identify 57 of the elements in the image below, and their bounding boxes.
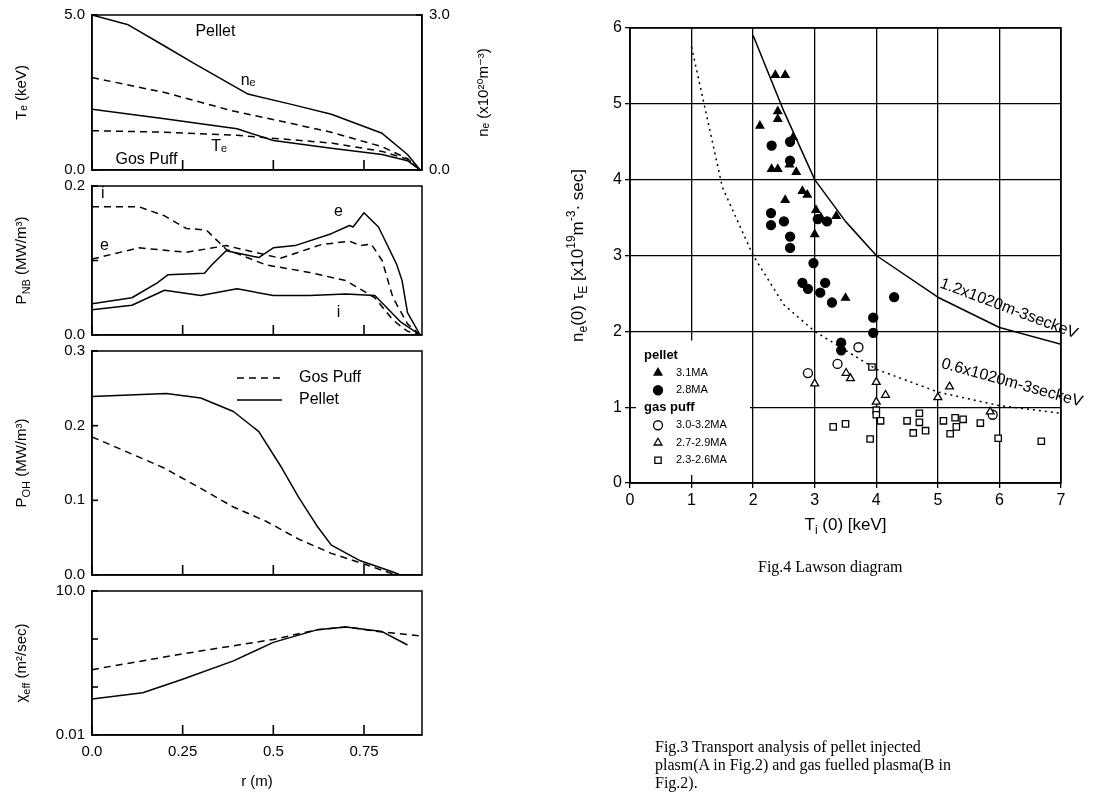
x-tick-label: 1 <box>687 491 697 509</box>
y-tick-label: 0.1 <box>64 490 86 508</box>
y-tick-label: 0.0 <box>64 565 86 583</box>
y-tick-label: 0 <box>613 473 623 491</box>
annotation: e <box>334 202 344 220</box>
x-tick-label: 6 <box>994 491 1004 509</box>
legend-label: 2.7-2.9MA <box>676 435 728 448</box>
y-tick-label: 3 <box>613 245 623 263</box>
x-tick-label: 5 <box>933 491 943 509</box>
caption: Fig.4 Lawson diagram <box>758 558 904 576</box>
y-tick-label: 0.0 <box>64 160 86 178</box>
y2-axis-title: nₑ (x10²⁰m⁻³) <box>474 48 492 137</box>
y-axis-title: PNB (MW/m³) <box>12 216 33 305</box>
y-tick-label: 0.01 <box>55 725 86 743</box>
y-tick-label: 0.2 <box>64 176 86 194</box>
x-tick-label: 3 <box>810 491 820 509</box>
annotation: gas puff <box>644 399 696 415</box>
legend-label: 3.0-3.2MA <box>676 418 728 431</box>
caption: Fig.3 Transport analysis of pellet injected plasm(A in Fig.2) and gas fuelled plasma(B in Fig.2). <box>655 738 952 792</box>
x-tick-label: 0 <box>625 491 635 509</box>
x-tick-label: 0.0 <box>81 742 103 760</box>
y-tick-label: 0.3 <box>64 341 86 359</box>
y-tick-label: 5 <box>613 94 623 112</box>
legend-title: pellet <box>644 346 679 362</box>
y-axis-title: POH (MW/m³) <box>12 418 33 508</box>
x-tick-label: 0.75 <box>349 742 379 760</box>
x-tick-label: 2 <box>748 491 758 509</box>
y-tick-label: 4 <box>613 170 623 188</box>
legend-label: Pellet <box>299 390 340 408</box>
y-tick-label: 1 <box>613 397 623 415</box>
y-tick-label: 0.2 <box>64 415 86 433</box>
x-tick-label: 0.5 <box>262 742 284 760</box>
y-tick-label: 6 <box>613 18 623 36</box>
legend-label: 2.8MA <box>676 383 709 396</box>
y-tick-label: 2 <box>613 321 623 339</box>
x-axis-title: r (m) <box>241 772 273 790</box>
x-tick-label: 4 <box>871 491 881 509</box>
annotation: Pellet <box>195 22 236 40</box>
x-tick-label: 0.25 <box>168 742 198 760</box>
y-axis-title: Tₑ (keV) <box>12 65 30 120</box>
y-tick-label: 0.0 <box>64 325 86 343</box>
x-tick-label: 7 <box>1056 491 1066 509</box>
y-tick-label: 10.0 <box>55 581 86 599</box>
text: ne(0) τE [x1019m-3· sec] <box>564 169 591 342</box>
legend-label: 2.3-2.6MA <box>676 453 728 466</box>
annotation: e <box>100 236 110 254</box>
y-tick-label: 5.0 <box>64 5 86 23</box>
legend-label: 3.1MA <box>676 365 709 378</box>
annotation: Gos Puff <box>115 149 178 167</box>
annotation: Tₑ <box>211 137 227 155</box>
annotation: i <box>336 303 341 321</box>
y2-tick-label: 0.0 <box>429 160 450 178</box>
y-axis-title: χeff (m²/sec) <box>12 623 33 703</box>
annotation: nₑ <box>240 70 256 88</box>
legend-label: Gos Puff <box>299 368 362 386</box>
y2-tick-label: 3.0 <box>429 5 450 23</box>
annotation: i <box>101 183 105 201</box>
